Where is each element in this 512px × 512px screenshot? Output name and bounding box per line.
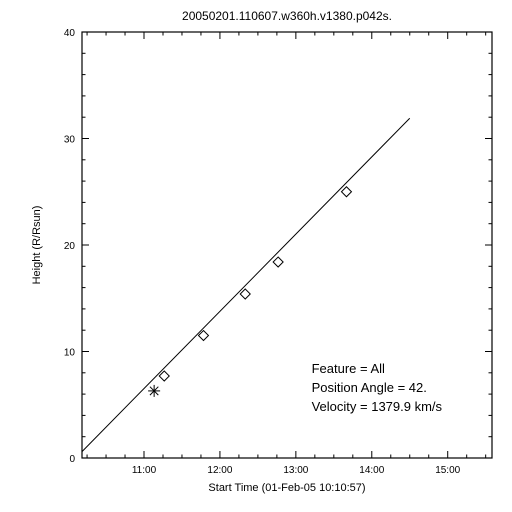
x-tick-label: 13:00 bbox=[283, 465, 308, 476]
plot-title: 20050201.110607.w360h.v1380.p042s. bbox=[182, 9, 392, 23]
y-tick-label: 20 bbox=[64, 241, 76, 252]
data-point-diamond bbox=[240, 289, 250, 299]
annotation-text: Feature = All bbox=[312, 361, 385, 376]
y-tick-label: 40 bbox=[64, 28, 76, 39]
data-point-diamond bbox=[273, 257, 283, 267]
x-tick-label: 11:00 bbox=[132, 465, 157, 476]
y-tick-label: 30 bbox=[64, 135, 76, 146]
annotation-text: Velocity = 1379.9 km/s bbox=[312, 399, 443, 414]
x-tick-label: 14:00 bbox=[359, 465, 384, 476]
axes-box bbox=[82, 32, 492, 458]
x-axis-label: Start Time (01-Feb-05 10:10:57) bbox=[208, 482, 365, 494]
y-axis-label: Height (R/Rsun) bbox=[31, 206, 43, 285]
y-tick-label: 0 bbox=[69, 454, 75, 465]
y-tick-label: 10 bbox=[64, 348, 76, 359]
chart-svg: 20050201.110607.w360h.v1380.p042s. 0 10 20 3… bbox=[0, 0, 512, 512]
x-tick-label: 12:00 bbox=[207, 465, 232, 476]
annotation-text: Position Angle = 42. bbox=[312, 380, 427, 395]
plot-container: 20050201.110607.w360h.v1380.p042s. 0 10 20 3… bbox=[0, 0, 512, 512]
data-point-diamond bbox=[341, 187, 351, 197]
data-point-diamond bbox=[159, 371, 169, 381]
x-tick-label: 15:00 bbox=[435, 465, 460, 476]
